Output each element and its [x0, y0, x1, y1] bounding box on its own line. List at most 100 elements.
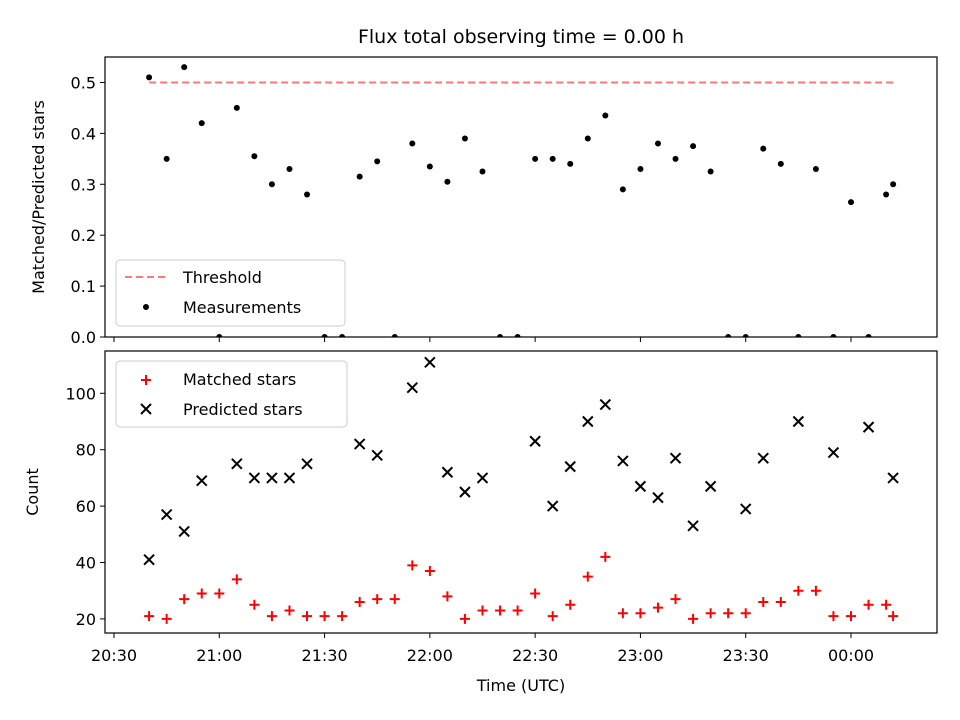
predicted-star-point: [248, 472, 261, 484]
measurement-point: [883, 191, 890, 198]
measurement-point: [619, 186, 626, 193]
predicted-star-point: [353, 438, 366, 450]
predicted-star-point: [424, 356, 436, 368]
x-tick-label: 22:00: [407, 646, 453, 665]
x-tick-label: 21:00: [196, 646, 242, 665]
chart-title: Flux total observing time = 0.00 h: [358, 26, 684, 48]
predicted-star-point: [178, 525, 190, 538]
measurement-point: [654, 140, 661, 147]
matched-star-point: [372, 594, 383, 605]
measurement-point: [268, 181, 275, 188]
measurement-point: [742, 334, 749, 337]
predicted-star-point: [582, 415, 594, 428]
measurement-point: [865, 334, 872, 337]
measurement-point: [374, 158, 381, 165]
legend-frame: [115, 360, 348, 428]
matched-star-point: [354, 596, 365, 607]
measurement-point: [637, 166, 644, 172]
y-tick-label: 80: [76, 441, 96, 460]
predicted-star-point: [546, 500, 559, 512]
measurement-point: [304, 191, 311, 198]
matched-star-point: [477, 605, 488, 616]
measurement-point: [532, 155, 539, 162]
y-tick-label: 0.5: [71, 73, 96, 92]
measurement-point: [812, 166, 819, 172]
legend-matched-label: Matched stars: [183, 370, 296, 389]
measurement-point: [163, 155, 170, 162]
matched-star-point: [652, 602, 663, 613]
matched-star-point: [582, 571, 593, 582]
legend-measurements-swatch: [143, 304, 149, 310]
predicted-star-point: [740, 503, 752, 515]
matched-star-point: [266, 611, 277, 622]
predicted-star-point: [143, 553, 155, 566]
matched-star-point: [249, 599, 260, 610]
predicted-star-point: [669, 452, 682, 464]
matched-star-point: [407, 560, 418, 571]
legend-top: Threshold Measurements: [115, 259, 346, 327]
matched-star-point: [635, 608, 646, 619]
predicted-star-point: [704, 480, 717, 493]
predicted-star-point: [564, 460, 576, 473]
matched-star-point: [863, 599, 874, 610]
matched-star-point: [319, 611, 330, 622]
matched-star-point: [881, 599, 892, 610]
matched-star-point: [284, 605, 295, 616]
predicted-star-point: [441, 466, 454, 478]
predicted-star-point: [301, 458, 313, 470]
predicted-star-point: [757, 452, 769, 464]
matched-star-point: [758, 596, 769, 607]
y-tick-label: 100: [65, 384, 96, 403]
measurement-point: [690, 143, 697, 150]
measurement-point: [830, 334, 837, 337]
measurement-point: [584, 135, 591, 142]
measurement-point: [848, 199, 854, 206]
predicted-star-point: [266, 472, 278, 484]
matched-star-point: [512, 605, 523, 616]
legend-predicted-swatch: [140, 403, 152, 415]
bottom-panel: 20 40 60 80 100 20:30 21:00 21:30 22:00 22:30 23:0…: [23, 350, 938, 695]
predicted-star-point: [459, 486, 471, 498]
matched-star-point: [495, 605, 506, 616]
matched-star-point: [231, 574, 242, 585]
measurement-point: [391, 334, 398, 337]
legend-bottom: Matched stars Predicted stars: [115, 360, 348, 428]
matched-star-point: [337, 611, 348, 622]
matched-star-point: [600, 551, 611, 562]
legend-predicted-label: Predicted stars: [183, 400, 303, 419]
top-panel: 0.0 0.1 0.2 0.3 0.4 0.5 Matched/Predicted star…: [29, 56, 938, 347]
measurement-point: [602, 112, 609, 119]
predicted-star-point: [827, 446, 840, 459]
predicted-star-point: [283, 472, 296, 484]
matched-stars-series: [144, 551, 899, 624]
measurement-point: [497, 334, 504, 337]
matched-star-point: [617, 608, 628, 619]
predicted-star-point: [792, 415, 805, 428]
y-tick-label: 40: [76, 554, 96, 573]
predicted-star-point: [371, 449, 383, 462]
y-axis-label-bottom: Count: [23, 468, 42, 516]
predicted-star-point: [406, 381, 419, 394]
matched-star-point: [144, 611, 155, 622]
x-tick-label: 22:30: [512, 646, 558, 665]
matched-star-point: [723, 608, 734, 619]
measurement-point: [321, 334, 328, 337]
y-axis-label-top: Matched/Predicted stars: [29, 100, 48, 294]
measurement-point: [461, 135, 468, 142]
measurement-point: [707, 168, 714, 175]
legend-threshold-label: Threshold: [182, 268, 262, 287]
measurement-point: [409, 140, 416, 147]
measurement-point: [198, 120, 205, 127]
matched-star-point: [565, 599, 576, 610]
matched-star-point: [888, 611, 899, 622]
measurement-point: [760, 145, 767, 152]
x-tick-label: 00:00: [828, 646, 874, 665]
matched-star-point: [547, 611, 558, 622]
measurement-point: [146, 74, 153, 81]
measurement-point: [795, 334, 802, 337]
legend-frame: [115, 259, 346, 327]
measurement-point: [890, 181, 897, 188]
predicted-star-point: [887, 472, 899, 484]
matched-star-point: [530, 588, 541, 599]
matched-star-point: [740, 608, 751, 619]
